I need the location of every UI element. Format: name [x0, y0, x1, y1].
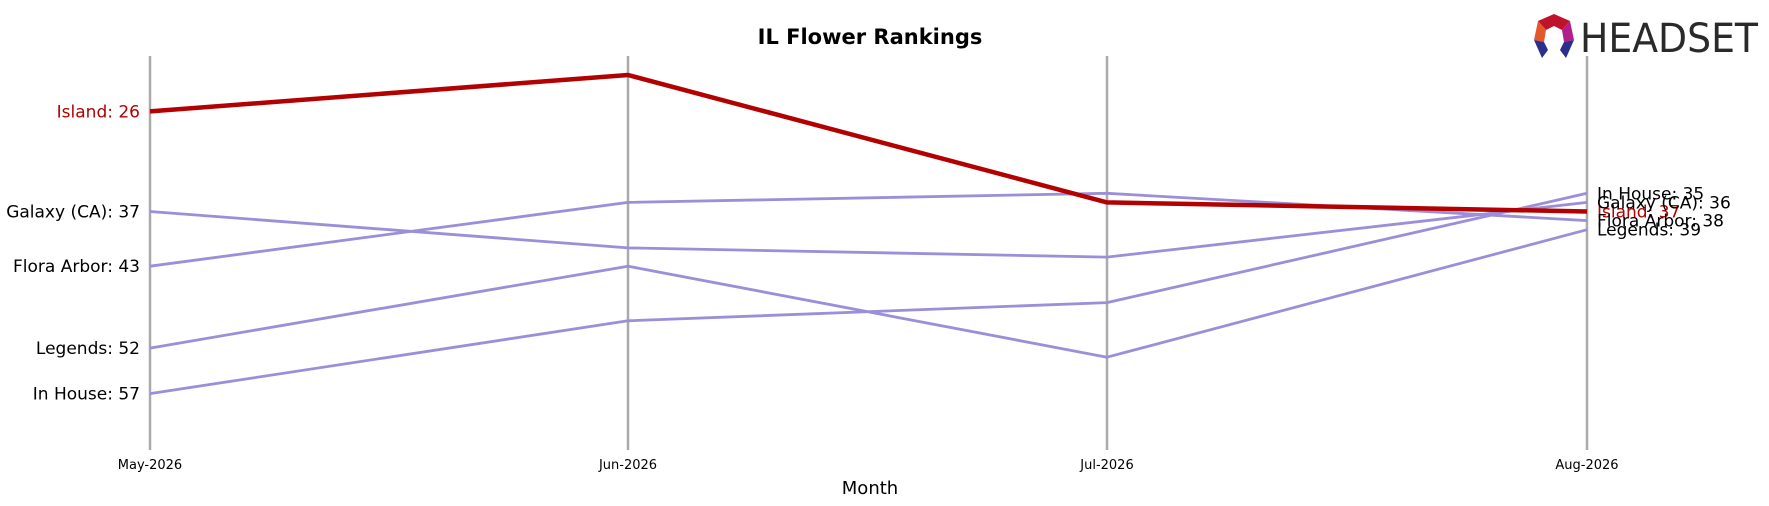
x-tick-label: Aug-2026 — [1555, 458, 1618, 473]
x-tick-labels: May-2026 Jun-2026 Jul-2026 Aug-2026 — [118, 458, 1619, 473]
series-lines — [149, 72, 1588, 395]
headset-logo: HEADSET — [1532, 12, 1762, 62]
x-tick-label: May-2026 — [118, 458, 182, 473]
start-label-island: Island: 26 — [57, 102, 140, 122]
series-line-island — [149, 72, 1588, 214]
brand-wordmark: HEADSET — [1580, 16, 1759, 62]
end-label-galaxy-ca: Galaxy (CA): 36 — [1597, 193, 1731, 213]
start-label-galaxy-ca: Galaxy (CA): 37 — [6, 203, 140, 223]
month-axes — [148, 56, 1589, 450]
series-line-legends — [149, 228, 1588, 359]
start-label-legends: Legends: 52 — [36, 339, 140, 359]
headset-hexagon-icon: HEADSET — [1534, 14, 1759, 62]
series-line-galaxy-ca — [149, 201, 1588, 259]
series-line-in-house — [149, 191, 1588, 395]
series-labels: Island: 26 Island: 37 Galaxy (CA): 37 Galax… — [6, 102, 1731, 404]
series-line-flora-arbor — [149, 191, 1588, 268]
end-label-legends: Legends: 39 — [1597, 221, 1701, 241]
end-label-in-house: In House: 35 — [1597, 184, 1704, 204]
end-label-island: Island: 37 — [1597, 203, 1680, 223]
x-tick-label: Jul-2026 — [1079, 458, 1133, 473]
x-tick-label: Jun-2026 — [598, 458, 657, 473]
x-axis-label: Month — [842, 478, 898, 499]
start-label-flora-arbor: Flora Arbor: 43 — [13, 257, 140, 277]
start-label-in-house: In House: 57 — [33, 385, 140, 405]
end-label-flora-arbor: Flora Arbor: 38 — [1597, 212, 1724, 232]
chart-title: IL Flower Rankings — [758, 25, 983, 49]
